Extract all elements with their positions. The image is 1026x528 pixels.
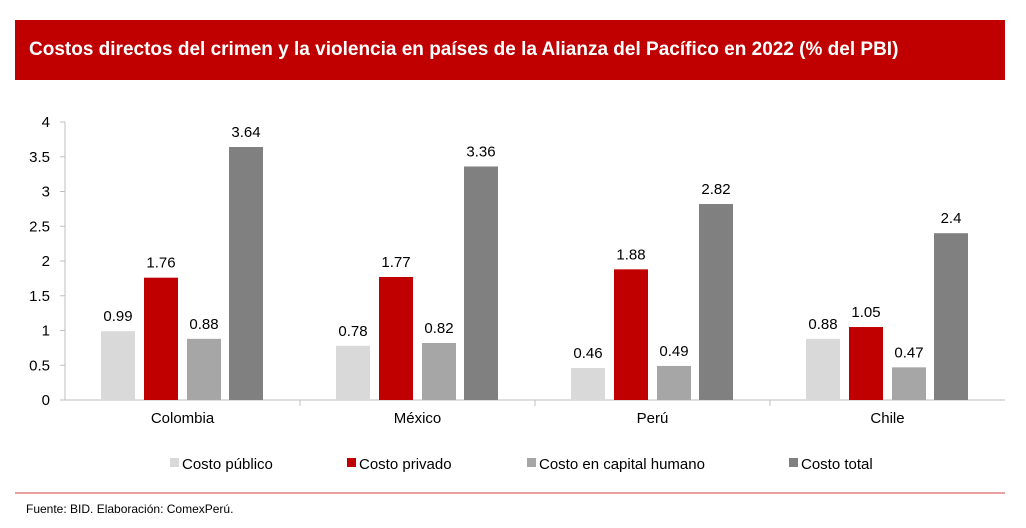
bar — [379, 276, 413, 400]
y-tick-label: 0 — [42, 392, 50, 409]
bar — [849, 327, 883, 400]
bar — [657, 365, 691, 400]
data-label: 3.36 — [466, 143, 495, 160]
footer-divider — [15, 492, 1005, 494]
data-label: 2.4 — [941, 210, 962, 227]
data-label: 3.64 — [231, 124, 260, 141]
bar — [187, 338, 221, 400]
data-label: 0.82 — [424, 320, 453, 337]
data-label: 0.46 — [573, 345, 602, 362]
legend-swatch — [789, 458, 798, 467]
y-tick-label: 3 — [42, 184, 50, 201]
legend-swatch — [170, 458, 179, 467]
data-label: 0.49 — [659, 343, 688, 360]
bar — [101, 331, 135, 400]
data-label: 1.88 — [616, 246, 645, 263]
bar — [464, 166, 498, 400]
legend-label: Costo público — [182, 456, 273, 473]
y-tick-label: 2 — [42, 253, 50, 270]
data-label: 1.77 — [381, 254, 410, 271]
y-tick-label: 1 — [42, 323, 50, 340]
data-label: 0.47 — [894, 344, 923, 361]
x-tick-label: México — [394, 410, 442, 427]
data-label: 1.76 — [146, 255, 175, 272]
y-tick-label: 2.5 — [29, 218, 50, 235]
bar — [806, 338, 840, 400]
data-label: 0.99 — [103, 308, 132, 325]
y-tick-label: 0.5 — [29, 357, 50, 374]
data-label: 0.88 — [189, 316, 218, 333]
legend-label: Costo total — [801, 456, 873, 473]
bar — [892, 367, 926, 400]
bar — [422, 343, 456, 400]
y-tick-label: 3.5 — [29, 149, 50, 166]
bar — [571, 368, 605, 400]
x-tick-label: Perú — [637, 410, 669, 427]
bar — [934, 233, 968, 400]
data-label: 0.78 — [338, 323, 367, 340]
legend-swatch — [347, 458, 356, 467]
bar — [614, 269, 648, 400]
legend-swatch — [527, 458, 536, 467]
source-note: Fuente: BID. Elaboración: ComexPerú. — [26, 502, 234, 516]
legend-label: Costo en capital humano — [539, 456, 705, 473]
y-tick-label: 1.5 — [29, 288, 50, 305]
data-label: 2.82 — [701, 181, 730, 198]
bar — [336, 345, 370, 400]
x-tick-label: Chile — [870, 410, 904, 427]
bar — [144, 277, 178, 400]
data-label: 1.05 — [851, 304, 880, 321]
data-label: 0.88 — [808, 316, 837, 333]
bar — [229, 147, 263, 400]
legend-label: Costo privado — [359, 456, 452, 473]
chart-title: Costos directos del crimen y la violenci… — [15, 20, 1005, 80]
y-tick-label: 4 — [42, 114, 50, 131]
x-tick-label: Colombia — [151, 410, 215, 427]
bar — [699, 204, 733, 400]
